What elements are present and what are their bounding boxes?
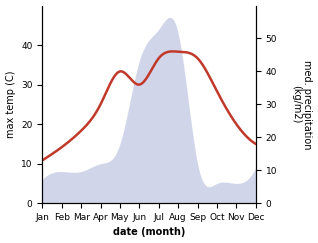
Y-axis label: med. precipitation
(kg/m2): med. precipitation (kg/m2) <box>291 60 313 149</box>
Y-axis label: max temp (C): max temp (C) <box>5 71 16 138</box>
X-axis label: date (month): date (month) <box>113 227 185 237</box>
